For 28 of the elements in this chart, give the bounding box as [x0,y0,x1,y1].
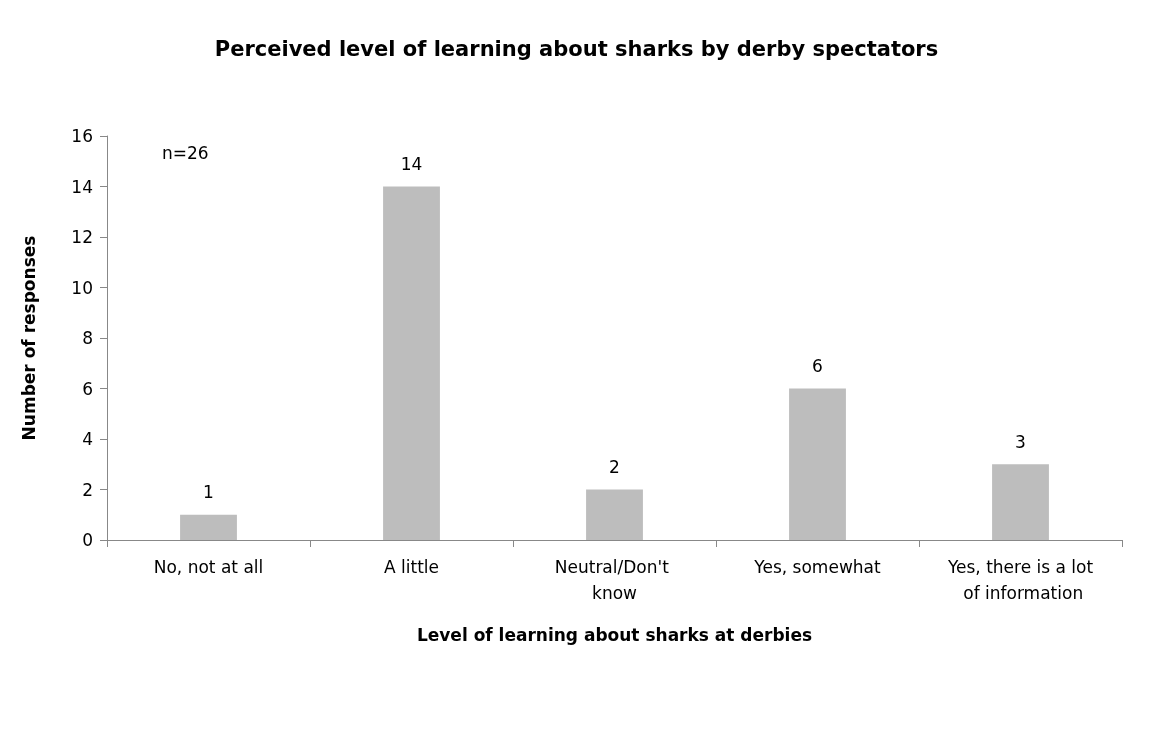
y-tick-label: 6 [82,378,93,399]
y-tick-label: 2 [82,479,93,500]
x-tick-label: Neutral/Don't know [554,557,675,603]
annotation: n=26 [162,142,209,163]
bar [789,388,846,540]
x-tick-label: Yes, somewhat [753,557,881,577]
bar [586,489,643,540]
y-tick-label: 8 [82,328,93,348]
x-tick-label: No, not at all [153,557,264,577]
y-tick-label: 0 [82,530,93,550]
y-tick-label: 14 [71,176,93,197]
data-label: 1 [203,482,214,503]
x-axis-title: Level of learning about sharks at derbies [416,624,813,645]
y-tick-label: 10 [71,277,93,298]
y-axis-title: Number of responses [18,235,39,441]
data-label: 14 [400,154,423,174]
bar [383,186,440,540]
y-tick-label: 12 [71,227,93,247]
y-tick-label: 4 [82,429,93,449]
x-tick-label: A little [384,557,439,577]
bar [992,464,1049,540]
data-label: 6 [812,356,823,376]
data-label: 2 [609,457,620,477]
chart-title: Perceived level of learning about sharks by derby spectators [214,36,939,61]
y-tick-label: 16 [71,126,93,146]
data-label: 3 [1015,431,1026,452]
x-tick-label: Yes, there is a lot of information [946,557,1094,603]
bar [180,514,237,540]
